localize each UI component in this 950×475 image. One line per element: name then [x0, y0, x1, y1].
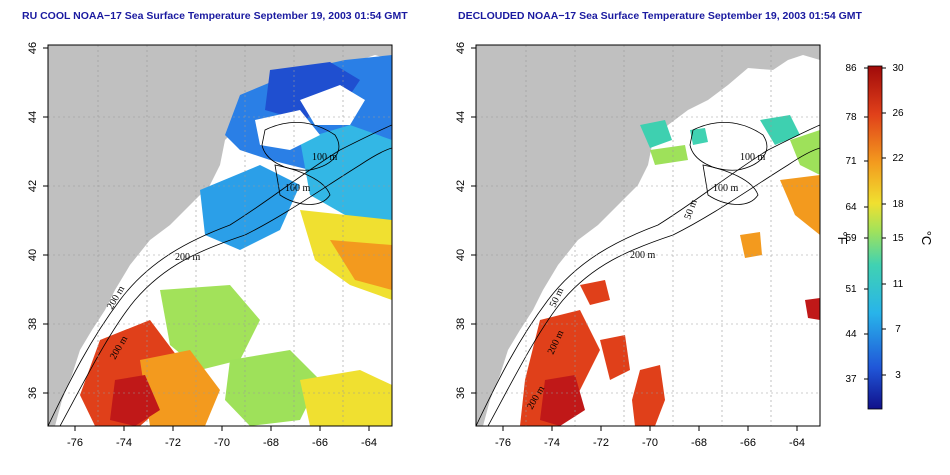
left-land — [48, 45, 392, 426]
celsius-tick: 18 — [892, 199, 904, 210]
right-map: 100 m 100 m 50 m 200 m 200 m 50 m -76 -7… — [455, 42, 821, 449]
svg-text:100 m: 100 m — [312, 152, 338, 163]
left-lon-tick: -74 — [116, 437, 132, 449]
fahrenheit-tick: 86 — [845, 63, 857, 74]
celsius-tick: 26 — [892, 108, 904, 119]
fahrenheit-tick: 59 — [845, 233, 857, 244]
celsius-unit: °C — [919, 231, 934, 246]
right-lat-tick: 44 — [455, 111, 467, 123]
right-lon-tick: -66 — [740, 437, 756, 449]
left-lon-tick: -66 — [312, 437, 328, 449]
left-map: 100 m 100 m 200 m 200 m 200 m -76 -74 -7… — [27, 42, 393, 449]
fahrenheit-tick: 71 — [845, 156, 857, 167]
left-map-title: RU COOL NOAA−17 Sea Surface Temperature … — [22, 10, 408, 22]
left-lat-tick: 36 — [27, 387, 39, 399]
right-lon-tick: -74 — [544, 437, 560, 449]
fahrenheit-tick: 37 — [845, 374, 857, 385]
celsius-tick: 7 — [895, 324, 901, 335]
contour-label: 100 m — [740, 152, 766, 163]
celsius-tick: 15 — [892, 233, 904, 244]
right-lon-tick: -72 — [593, 437, 609, 449]
left-lat-tick: 38 — [27, 318, 39, 330]
left-lon-tick: -76 — [67, 437, 83, 449]
right-land — [476, 45, 820, 426]
celsius-tick: 30 — [892, 63, 904, 74]
right-lon-tick: -68 — [691, 437, 707, 449]
right-lon-tick: -70 — [642, 437, 658, 449]
left-lon-tick: -72 — [165, 437, 181, 449]
right-lat-tick: 46 — [455, 42, 467, 54]
right-map-title: DECLOUDED NOAA−17 Sea Surface Temperatur… — [458, 10, 862, 22]
svg-text:200 m: 200 m — [175, 252, 201, 263]
left-lon-tick: -64 — [361, 437, 377, 449]
left-lat-tick: 44 — [27, 111, 39, 123]
fahrenheit-tick: 51 — [845, 284, 857, 295]
contour-label: 200 m — [630, 250, 656, 261]
left-lat-tick: 40 — [27, 249, 39, 261]
fahrenheit-tick: 44 — [845, 329, 857, 340]
left-lon-tick: -68 — [263, 437, 279, 449]
right-lon-tick: -64 — [789, 437, 805, 449]
right-lat-tick: 36 — [455, 387, 467, 399]
svg-text:100 m: 100 m — [285, 183, 311, 194]
right-lat-tick: 42 — [455, 180, 467, 192]
left-lat-tick: 46 — [27, 42, 39, 54]
right-lat-tick: 38 — [455, 318, 467, 330]
temperature-colorbar: 86 78 71 64 59 51 44 37 30 26 22 18 15 1… — [835, 63, 934, 410]
right-lon-tick: -76 — [495, 437, 511, 449]
fahrenheit-unit: °F — [835, 231, 850, 244]
left-lat-tick: 42 — [27, 180, 39, 192]
celsius-tick: 22 — [892, 153, 904, 164]
right-lat-tick: 40 — [455, 249, 467, 261]
celsius-tick: 3 — [895, 370, 901, 381]
fahrenheit-tick: 64 — [845, 202, 857, 213]
fahrenheit-tick: 78 — [845, 112, 857, 123]
left-lon-tick: -70 — [214, 437, 230, 449]
contour-label: 100 m — [713, 183, 739, 194]
celsius-tick: 11 — [893, 279, 904, 290]
